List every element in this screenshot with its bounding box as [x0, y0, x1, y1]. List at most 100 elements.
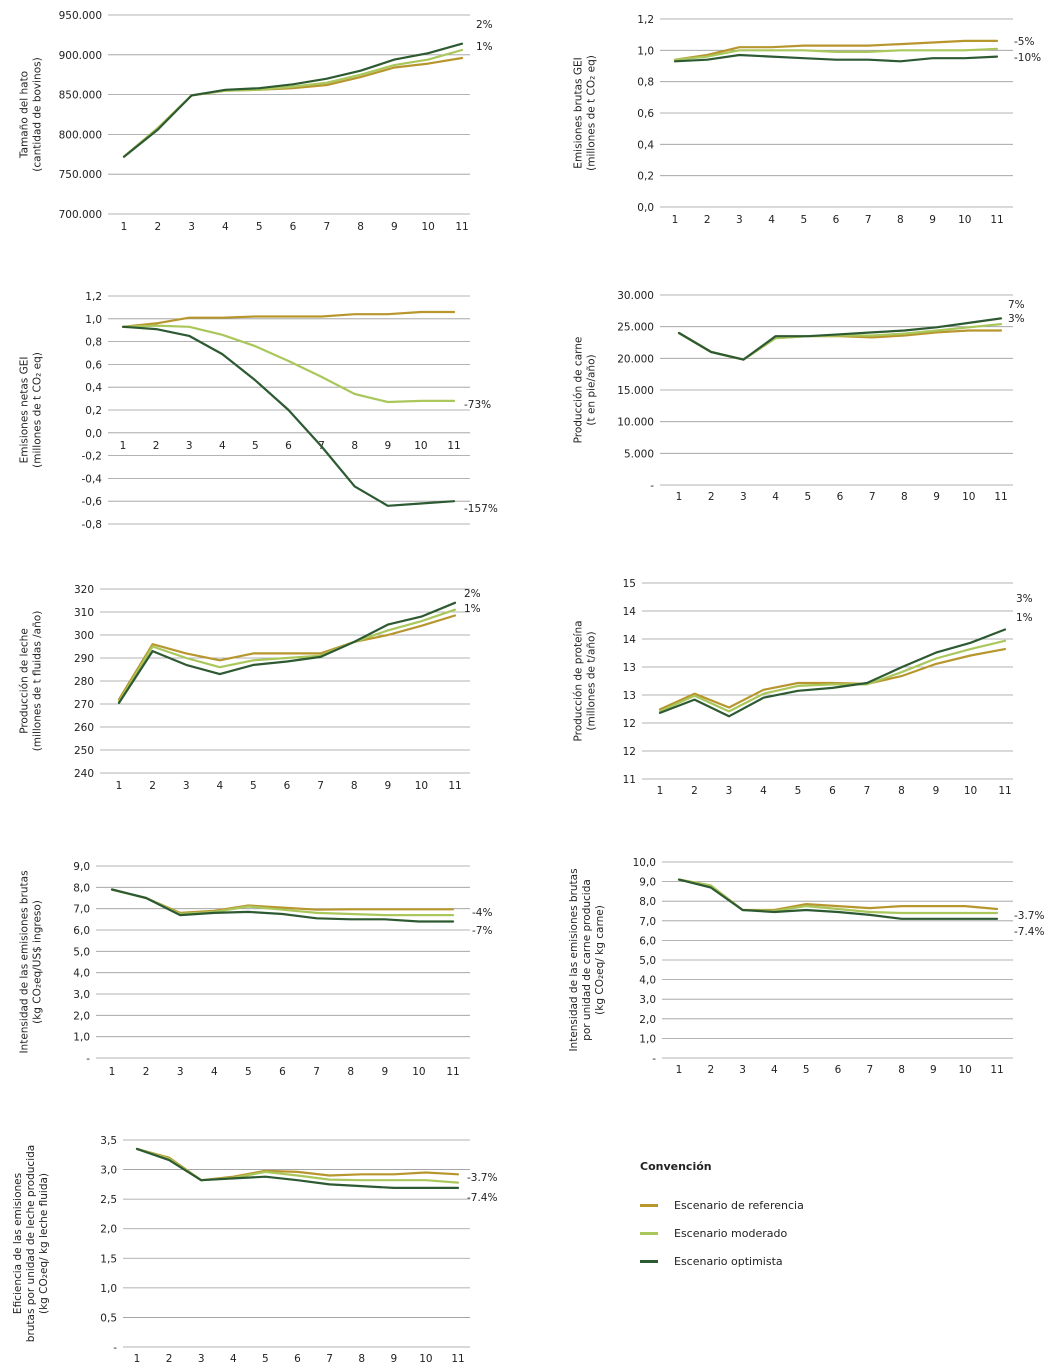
- end-value-label: -73%: [464, 399, 491, 411]
- x-tick-label: 6: [294, 1353, 301, 1365]
- series-line-moderado: [121, 324, 456, 404]
- x-tick-label: 4: [768, 214, 775, 226]
- y-tick-label: 11: [623, 774, 636, 786]
- y-tick-label: 1,0: [73, 1032, 90, 1044]
- y-tick-label: 15.000: [617, 385, 654, 397]
- y-tick-label: 1,0: [637, 45, 654, 57]
- y-tick-label: -0,4: [82, 473, 103, 485]
- series-line-moderado: [673, 47, 999, 61]
- y-tick-label: 5.000: [624, 448, 654, 460]
- x-tick-label: 8: [358, 1353, 365, 1365]
- end-value-label: -7.4%: [1014, 926, 1044, 938]
- y-tick-label: 2,0: [100, 1224, 117, 1236]
- chart-9: - 0,5 1,0 1,5 2,0 2,5 3,0 3,5 1 2 3 4 5 6 7 8 9 10 11 Efici…: [12, 1135, 497, 1365]
- y-axis-label-line: (t en pie/año): [586, 354, 598, 425]
- y-tick-label: 270: [74, 699, 94, 711]
- y-tick-label: 0,5: [100, 1312, 117, 1324]
- x-tick-label: 8: [897, 214, 904, 226]
- y-axis-label: Eficiencia de las emisionesbrutas por un…: [12, 1145, 50, 1342]
- end-value-label: -5%: [1014, 36, 1034, 48]
- x-tick-label: 2: [154, 221, 161, 233]
- x-tick-label: 1: [676, 1064, 683, 1076]
- x-tick-label: 5: [245, 1066, 252, 1078]
- y-tick-label: 6,0: [73, 925, 90, 937]
- series-line-moderado: [110, 888, 455, 917]
- y-axis-label-line: Emisiones netas GEI: [19, 357, 31, 464]
- y-tick-label: 1,2: [85, 291, 102, 303]
- x-tick-label: 1: [134, 1353, 141, 1365]
- x-tick-label: 4: [230, 1353, 237, 1365]
- y-tick-label: 1,5: [100, 1253, 117, 1265]
- y-tick-label: 0,6: [85, 359, 102, 371]
- y-axis-label-line: (kg CO₂eq/ kg leche fluida): [38, 1173, 50, 1314]
- y-tick-label: 0,8: [637, 77, 654, 89]
- x-tick-label: 4: [216, 780, 223, 792]
- y-axis-label-line: brutas por unidad de leche producida: [25, 1145, 37, 1342]
- y-tick-label: 950.000: [59, 10, 102, 22]
- x-tick-label: 8: [901, 491, 908, 503]
- x-tick-label: 9: [381, 1066, 388, 1078]
- y-axis-label-line: (millones de t/año): [586, 631, 598, 730]
- y-tick-label: 7,0: [73, 904, 90, 916]
- series-line-moderado: [117, 608, 457, 703]
- y-axis-label-line: (cantidad de bovinos): [32, 57, 44, 171]
- y-tick-label: -: [650, 480, 654, 492]
- x-tick-label: 4: [222, 221, 229, 233]
- x-tick-label: 8: [898, 785, 905, 797]
- legend-item-optimista: Escenario optimista: [640, 1247, 804, 1275]
- y-tick-label: 10.000: [617, 417, 654, 429]
- series-line-optimista: [121, 325, 456, 507]
- x-tick-label: 5: [803, 1064, 810, 1076]
- legend-label-optimista: Escenario optimista: [674, 1254, 783, 1268]
- series-line-optimista: [135, 1147, 460, 1190]
- x-tick-label: 6: [833, 214, 840, 226]
- legend-swatch-referencia: [640, 1203, 658, 1207]
- x-tick-label: 3: [198, 1353, 205, 1365]
- y-axis-label-line: Producción de leche: [19, 628, 31, 734]
- x-tick-label: 9: [929, 214, 936, 226]
- y-tick-label: 5,0: [73, 946, 90, 958]
- y-tick-label: 3,0: [100, 1165, 117, 1177]
- x-tick-label: 10: [964, 785, 977, 797]
- x-tick-label: 4: [760, 785, 767, 797]
- x-tick-label: 2: [149, 780, 156, 792]
- x-tick-label: 8: [898, 1064, 905, 1076]
- end-value-label: -7.4%: [467, 1192, 497, 1204]
- y-tick-label: 250: [74, 745, 94, 757]
- y-axis-label: Producción de leche(millones de t fluida…: [19, 611, 44, 752]
- x-tick-label: 5: [252, 440, 259, 452]
- x-tick-label: 5: [795, 785, 802, 797]
- x-tick-label: 4: [771, 1064, 778, 1076]
- x-tick-label: 11: [447, 440, 460, 452]
- x-tick-label: 3: [726, 785, 733, 797]
- end-value-label: -157%: [464, 503, 498, 515]
- x-tick-label: 7: [864, 785, 871, 797]
- y-tick-label: 0,0: [637, 202, 654, 214]
- x-tick-label: 2: [153, 440, 160, 452]
- y-axis-label: Tamaño del hato(cantidad de bovinos): [19, 57, 44, 171]
- y-tick-label: 8,0: [73, 882, 90, 894]
- y-tick-label: 0,2: [85, 405, 102, 417]
- y-tick-label: -0,2: [82, 451, 103, 463]
- series-line-referencia: [121, 310, 456, 328]
- x-tick-label: 1: [120, 440, 127, 452]
- series-line-moderado: [135, 1147, 460, 1184]
- y-tick-label: 14: [623, 606, 637, 618]
- y-tick-label: 6,0: [639, 935, 656, 947]
- x-tick-label: 1: [116, 780, 123, 792]
- y-tick-label: 4,0: [73, 968, 90, 980]
- x-tick-label: 4: [219, 440, 226, 452]
- x-tick-label: 7: [869, 491, 876, 503]
- y-axis-label-line: por unidad de carne producida: [581, 879, 593, 1041]
- y-axis-label-line: Producción de proteína: [573, 620, 585, 741]
- x-tick-label: 10: [415, 780, 428, 792]
- y-tick-label: 2,5: [100, 1194, 117, 1206]
- x-tick-label: 11: [990, 1064, 1003, 1076]
- x-tick-label: 2: [166, 1353, 173, 1365]
- y-tick-label: -0,8: [82, 519, 103, 531]
- y-tick-label: 900.000: [59, 50, 102, 62]
- series-line-optimista: [673, 53, 999, 63]
- y-tick-label: 0,2: [637, 171, 654, 183]
- y-tick-label: 30.000: [617, 290, 654, 302]
